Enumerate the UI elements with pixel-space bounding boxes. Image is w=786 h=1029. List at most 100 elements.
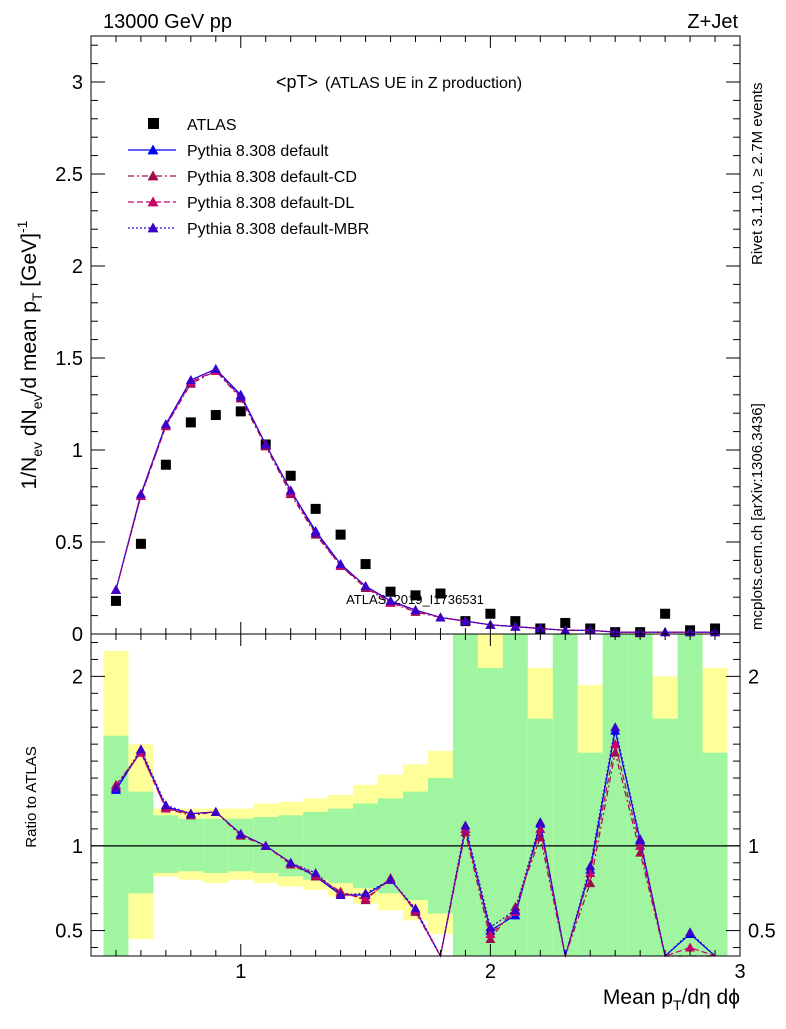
x-tick-label: 2 [485,961,496,983]
mc-series-marker [510,621,521,631]
mc-series-marker [185,375,196,385]
ratio-panel-series [110,722,716,959]
ratio-series-marker [185,808,196,818]
atlas-data-point [285,470,296,481]
atlas-data-point [185,417,196,428]
atlas-data-point [210,410,221,421]
ratio-series-marker [235,828,246,838]
legend: ATLAS Pythia 8.308 default Pythia 8.308 de… [128,117,369,238]
ratio-series-marker [335,889,346,899]
ratio-series-marker [585,878,596,888]
axes: 1 2 300.511.522.530.5 0.51 12 2 [55,35,776,983]
mc-series-marker [410,605,421,615]
ratio-series-marker [110,783,121,793]
stat-uncertainty-band [577,752,603,956]
stat-uncertainty-band [153,815,179,873]
stat-uncertainty-band [452,634,478,956]
atlas-data-point [310,503,321,514]
ratio-series-marker [685,927,696,937]
ratio-y-tick-label: 2 [72,666,83,688]
mc-series-marker [360,581,371,591]
stat-uncertainty-band [702,752,728,956]
ratio-series-marker [635,840,646,850]
mc-series-marker [310,527,321,537]
legend-label: Pythia 8.308 default-MBR [187,221,369,238]
ratio-series-marker [360,888,371,898]
main-y-axis-label: 1/Nev dNev/d mean pT [GeV]-1 [14,220,45,489]
legend-marker [147,170,159,181]
legend-label: Pythia 8.308 default [187,143,329,160]
ratio-y-tick-label: 1 [72,836,83,858]
ratio-series-marker [535,817,546,827]
ratio-series-marker [485,934,496,944]
atlas-data-point [235,406,246,417]
ratio-y-axis-label: Ratio to ATLAS [23,746,40,847]
mc-series-marker [385,595,396,605]
x-axis-label: Mean pT/dη dϕ [603,986,740,1013]
atlas-data-point [560,617,571,628]
legend-marker [147,222,159,233]
stat-uncertainty-band [652,718,678,956]
header-right-label: Z+Jet [687,11,738,33]
stat-uncertainty-band [627,634,653,956]
atlas-data-point [335,529,346,540]
mc-series-marker [210,364,221,374]
ratio-y-tick-label-right: 2 [748,666,759,688]
ratio-series-marker [460,820,471,830]
plot-title-main: <pT> [276,72,318,92]
ratio-series-marker [310,867,321,877]
ratio-series-marker [635,834,646,844]
ratio-series-marker [685,942,696,952]
legend-label: ATLAS [187,117,237,134]
stat-uncertainty-band [228,818,254,872]
stat-uncertainty-band [477,667,503,956]
mc-series-marker [235,391,246,401]
ratio-series-marker [485,928,496,938]
atlas-data-point [510,616,521,627]
mc-series-marker [460,616,471,626]
ratio-uncertainty-bands [91,634,740,956]
ratio-series-marker [485,922,496,932]
stat-uncertainty-band [552,634,578,956]
atlas-data-point [485,608,496,619]
atlas-data-point [360,559,371,570]
ratio-y-tick-label: 0.5 [55,921,83,943]
stat-uncertainty-band [602,634,628,956]
x-tick-label: 1 [235,961,246,983]
ratio-y-tick-label-right: 1 [748,836,759,858]
atlas-data-point [435,588,446,599]
stat-uncertainty-band [178,818,204,872]
ratio-series-marker [285,857,296,867]
atlas-data-point [660,608,671,619]
mc-series-marker [260,439,271,449]
rivet-label: Rivet 3.1.10, ≥ 2.7M events [749,83,766,266]
ratio-series-marker [160,800,171,810]
atlas-data-point [160,459,171,470]
ratio-series-marker [610,722,621,732]
legend-marker [147,144,159,155]
mcplots-label: mcplots.cern.ch [arXiv:1306.3436] [749,403,766,630]
main-y-tick-label: 1.5 [55,348,83,370]
main-y-tick-label: 1 [72,440,83,462]
ratio-series-marker [510,905,521,915]
mc-series-marker [285,485,296,495]
ratio-series-marker [210,806,221,816]
mc-series-marker [110,584,121,594]
legend-marker [147,196,159,207]
ratio-series-marker [360,893,371,903]
ratio-y-tick-label-right: 0.5 [748,921,776,943]
legend-marker [148,118,159,129]
mc-series-marker [160,419,171,429]
stat-uncertainty-band [128,791,154,894]
legend-label: Pythia 8.308 default-CD [187,169,357,186]
x-tick-label: 3 [734,961,745,983]
ratio-series-marker [410,903,421,913]
header-left-label: 13000 GeV pp [103,11,232,33]
main-panel-series [110,364,721,638]
ratio-series-marker [585,867,596,877]
atlas-data-point [135,538,146,549]
atlas-data-point [110,595,121,606]
mc-series-marker [435,612,446,622]
mc-series-marker [335,559,346,569]
